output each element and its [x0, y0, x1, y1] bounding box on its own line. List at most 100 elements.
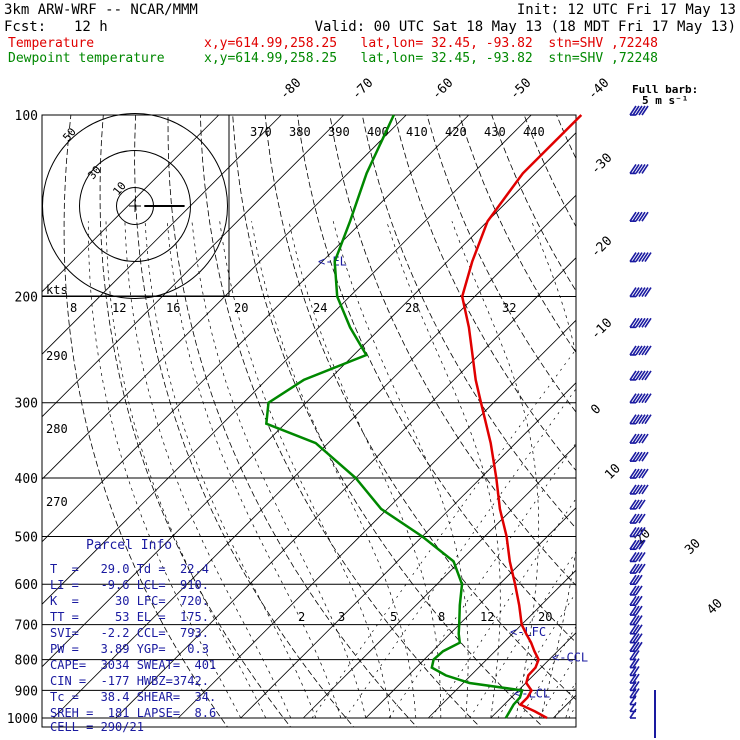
wind-barb — [629, 624, 643, 635]
dewpoint-legend: Dewpoint temperature — [8, 51, 165, 66]
barb-flag — [629, 595, 637, 606]
parcel-row: Tc = 38.4 SHEAR= 34. — [50, 690, 217, 704]
level-marker-ccl: <-CCL — [552, 650, 588, 664]
barb-flag — [632, 615, 640, 626]
barb-flag — [644, 345, 652, 356]
wind-barb — [629, 641, 643, 653]
barb-flag — [632, 484, 640, 495]
theta-label: 440 — [523, 125, 545, 139]
wind-barb — [629, 345, 652, 356]
parcel-row: T = 29.0 Td = 22.4 — [50, 562, 209, 576]
barb-flag — [644, 317, 652, 328]
barb-flag — [638, 484, 646, 495]
barb-flag — [641, 370, 649, 381]
moist-adiabat — [191, 221, 367, 719]
barb-flag — [632, 163, 640, 174]
pressure-tick-label: 600 — [15, 578, 38, 593]
moist-adiabat — [105, 221, 267, 719]
barb-flag — [638, 287, 646, 297]
theta-label: 390 — [328, 125, 350, 139]
barb-flag — [632, 658, 640, 669]
barb-flag — [644, 393, 652, 404]
mixing-ratio-label: 8 — [438, 610, 445, 624]
mixing-ratio-line — [519, 625, 576, 719]
dry-adiabat — [200, 115, 481, 727]
moist-adiabat — [166, 221, 342, 719]
barb-flag — [629, 641, 637, 652]
dry-adiabat — [394, 115, 576, 472]
barb-flag — [641, 317, 649, 328]
barb-flag — [632, 688, 640, 699]
wind-barb — [629, 414, 652, 425]
temperature-location: x,y=614.99,258.25 lat,lon= 32.45, -93.82… — [204, 36, 658, 51]
barb-flag — [635, 414, 643, 425]
barb-flag — [635, 211, 643, 222]
mixing-ratio-label: 24 — [313, 301, 327, 315]
barb-flag — [638, 527, 646, 537]
isotherm — [302, 444, 576, 719]
temperature-tick-label: -20 — [588, 234, 615, 261]
barb-flag — [635, 513, 643, 524]
temperature-tick-label: 40 — [704, 596, 726, 618]
barb-flag — [635, 468, 643, 479]
barb-flag — [638, 499, 646, 510]
moist-adiabat — [531, 221, 576, 719]
hodograph-units: kts — [46, 283, 68, 297]
barb-flag — [632, 527, 640, 537]
barb-flag — [641, 393, 649, 404]
theta-label: 430 — [484, 125, 506, 139]
barb-flag — [635, 615, 643, 626]
barb-flag — [635, 433, 643, 444]
theta-label: 370 — [250, 125, 272, 139]
barb-flag — [629, 393, 637, 404]
barb-flag — [632, 585, 640, 596]
barb-flag — [629, 650, 637, 661]
barb-flag — [641, 414, 649, 425]
barb-flag — [644, 287, 652, 297]
model-title: 3km ARW-WRF -- NCAR/MMM — [4, 2, 198, 18]
pressure-tick-label: 200 — [15, 291, 38, 306]
moist-adiabat — [386, 221, 501, 719]
wind-barb — [629, 287, 652, 298]
barb-flag — [638, 468, 646, 479]
level-marker-lfc: <-LFC — [510, 625, 546, 639]
barb-flag — [635, 345, 643, 356]
wind-barb — [629, 595, 643, 606]
dry-adiabat — [361, 115, 576, 529]
temperature-tick-label: 10 — [602, 461, 624, 483]
mixing-ratio-label: 32 — [502, 301, 516, 315]
temperature-tick-label: -10 — [588, 316, 615, 343]
wind-barb — [629, 513, 646, 524]
barb-flag — [635, 641, 643, 652]
moist-adiabat — [332, 221, 469, 719]
dry-adiabat — [329, 115, 576, 587]
barb-flag — [641, 105, 649, 116]
barb-flag — [629, 468, 637, 479]
wind-barb — [629, 105, 649, 116]
barb-flag — [629, 414, 637, 425]
dry-adiabat — [686, 115, 740, 731]
barb-flag — [629, 605, 637, 616]
pressure-tick-label: 100 — [15, 109, 38, 124]
barb-flag — [641, 163, 649, 174]
barb-flag — [638, 105, 646, 116]
mixing-ratio-label: 5 — [390, 610, 397, 624]
wind-barb — [629, 633, 643, 644]
barb-flag — [632, 563, 640, 574]
temperature-profile — [460, 114, 583, 720]
barb-flag — [638, 563, 646, 574]
barb-flag — [635, 527, 643, 537]
barb-flag — [641, 287, 649, 297]
barb-flag — [632, 641, 640, 652]
moist-adiabat — [251, 221, 417, 719]
barb-flag — [632, 287, 640, 297]
barb-flag — [641, 433, 649, 444]
dry-adiabat — [556, 115, 576, 160]
barb-flag — [632, 252, 640, 262]
hodograph-ring — [79, 150, 191, 262]
dry-adiabat — [718, 115, 740, 731]
barb-flag — [632, 633, 640, 644]
barb-flag — [638, 370, 646, 381]
barb-flag — [629, 433, 637, 444]
